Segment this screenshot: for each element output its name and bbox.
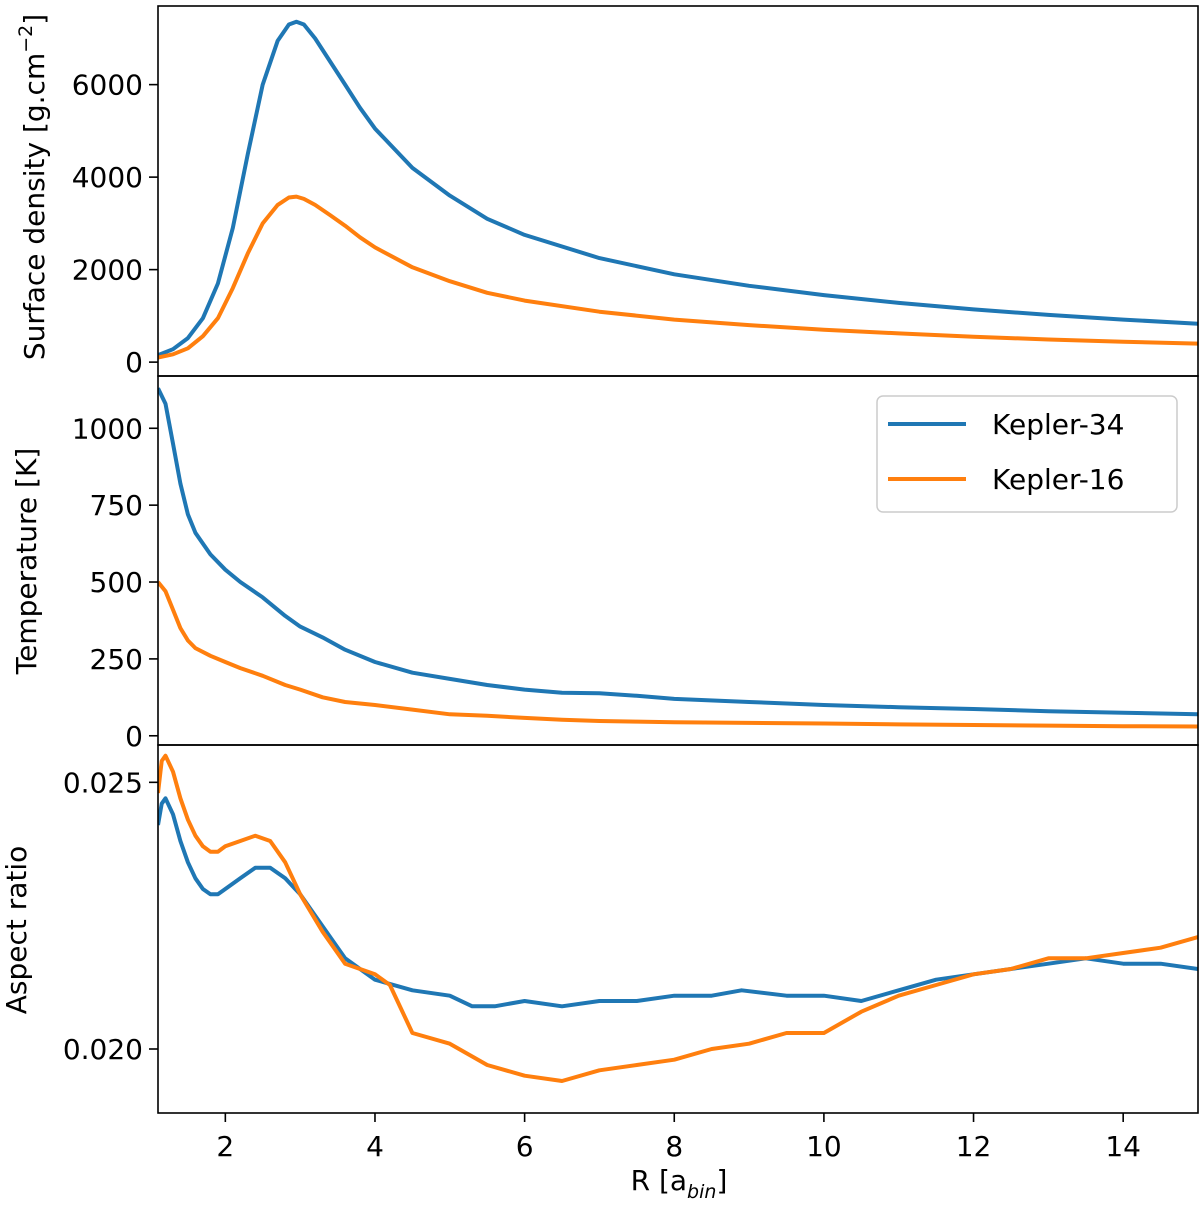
aspect-ratio-ylabel: Aspect ratio	[0, 846, 33, 1015]
surface-density-line-kepler-34	[158, 19, 1198, 358]
legend: Kepler-34 Kepler-16	[876, 395, 1178, 513]
surface-density-line-kepler-16	[158, 194, 1198, 360]
xtick-label: 8	[665, 1130, 683, 1163]
xtick-label: 2	[216, 1130, 234, 1163]
aspect-ratio-line-kepler-16	[158, 753, 1198, 1083]
xtick-label: 10	[806, 1130, 842, 1163]
temperature-ytick-label: 0	[125, 720, 143, 753]
xtick-label: 14	[1105, 1130, 1141, 1163]
aspect-ratio-ytick-label: 0.020	[63, 1033, 143, 1066]
aspect-ratio-frame	[157, 744, 1199, 1114]
legend-label-kepler-34: Kepler-34	[992, 408, 1124, 441]
xtick-label: 4	[366, 1130, 384, 1163]
temperature-ytick-label: 1000	[72, 412, 143, 445]
surface-density-ytick-label: 2000	[72, 254, 143, 287]
surface-density-ylabel: Surface density [g.cm−2]	[15, 14, 51, 360]
temperature-line-kepler-34	[158, 387, 1198, 717]
surface-density-ytick-label: 0	[125, 346, 143, 379]
aspect-ratio-ytick-label: 0.025	[63, 766, 143, 799]
r-xlabel: R [abin]	[631, 1164, 728, 1203]
plots-layer: 0 2000 4000 6000 0 250 500 750 1000 0.020 0.025 2 4 6…	[63, 5, 1199, 1163]
legend-label-kepler-16: Kepler-16	[992, 463, 1124, 496]
surface-density-ytick-label: 6000	[72, 69, 143, 102]
surface-density-ytick-label: 4000	[72, 161, 143, 194]
xtick-label: 6	[516, 1130, 534, 1163]
temperature-ytick-label: 750	[90, 489, 143, 522]
temperature-panel: 0 250 500 750 1000	[72, 375, 1199, 753]
xtick-label: 12	[956, 1130, 992, 1163]
temperature-ytick-label: 500	[90, 566, 143, 599]
temperature-ytick-label: 250	[90, 643, 143, 676]
aspect-ratio-line-kepler-34	[158, 796, 1198, 1009]
temperature-line-kepler-16	[158, 580, 1198, 729]
surface-density-panel: 0 2000 4000 6000	[72, 5, 1199, 379]
temperature-ylabel: Temperature [K]	[10, 448, 43, 675]
aspect-ratio-panel: 0.020 0.025 2 4 6 8 10 12 14	[63, 744, 1199, 1163]
